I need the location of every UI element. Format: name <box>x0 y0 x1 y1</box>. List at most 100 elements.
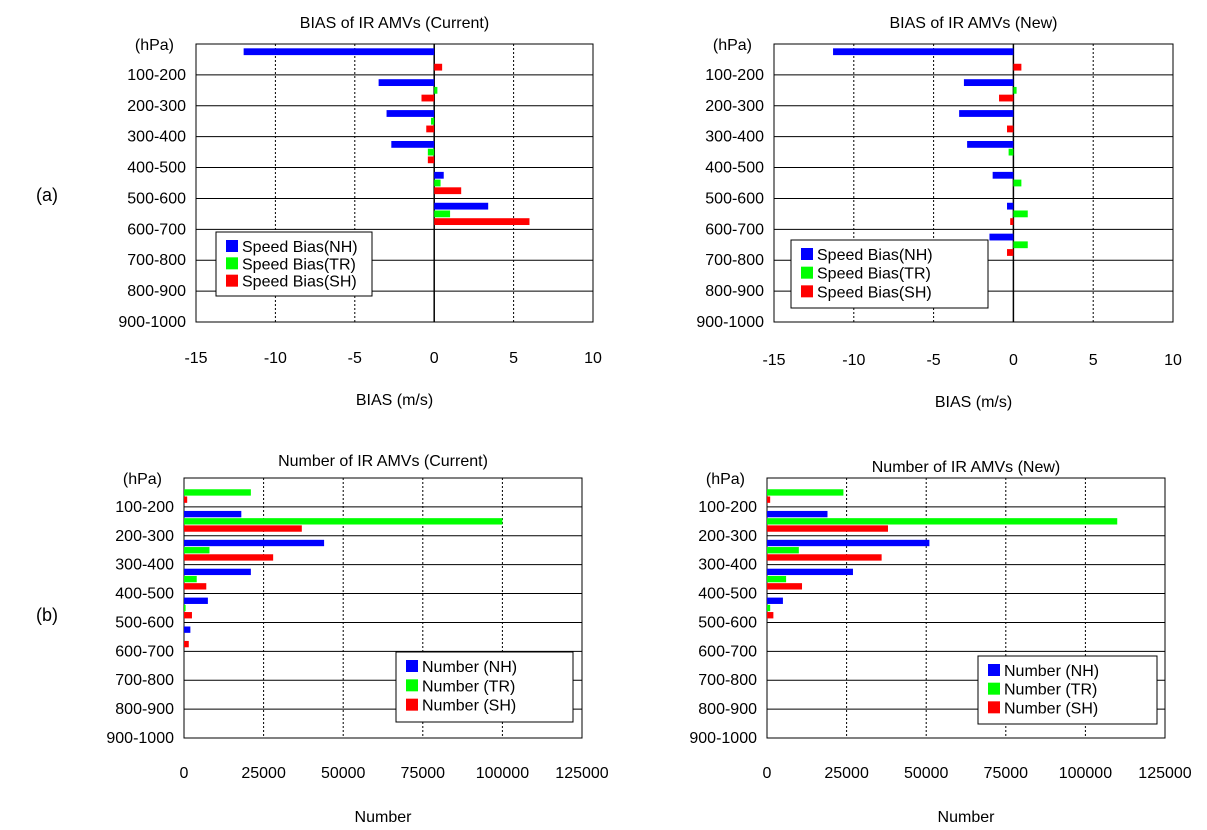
legend-swatch <box>226 240 238 252</box>
x-tick-label: 50000 <box>904 765 949 782</box>
bar-bias-new-s0-c3 <box>967 140 1014 148</box>
x-tick-label: 10 <box>584 350 602 367</box>
bar-bias-current-s2-c3 <box>427 156 435 164</box>
category-label: 400-500 <box>705 160 764 177</box>
legend-entry: Speed Bias(TR) <box>817 266 931 283</box>
bar-bias-new-s1-c1 <box>1013 86 1017 94</box>
bar-bias-current-s0-c2 <box>386 110 435 117</box>
bar-bias-new-s0-c0 <box>833 48 1014 56</box>
x-tick-label: 0 <box>430 350 439 367</box>
x-tick-label: 75000 <box>401 765 446 782</box>
legend-swatch <box>988 682 1000 695</box>
x-tick-label: 75000 <box>984 765 1029 782</box>
category-label: 700-800 <box>127 252 186 269</box>
bar-number-new-s0-c1 <box>767 510 828 518</box>
panel-label-b: (b) <box>36 605 58 625</box>
bar-number-new-s0-c4 <box>767 597 783 604</box>
category-label: 200-300 <box>698 528 757 545</box>
y-axis-label: (hPa) <box>713 37 752 54</box>
category-label: 700-800 <box>115 672 174 689</box>
bar-number-current-s1-c3 <box>184 575 197 583</box>
category-label: 300-400 <box>705 129 764 146</box>
bar-bias-current-s2-c4 <box>434 187 462 195</box>
x-tick-label: 125000 <box>1138 765 1191 782</box>
chart-title: Number of IR AMVs (Current) <box>278 453 488 470</box>
bar-number-new-s2-c4 <box>767 612 774 619</box>
category-label: 100-200 <box>115 499 174 516</box>
x-tick-label: 100000 <box>476 765 529 782</box>
category-label: 500-600 <box>698 614 757 631</box>
category-label: 100-200 <box>127 67 186 84</box>
x-tick-label: 0 <box>763 765 772 782</box>
legend-swatch <box>226 257 238 270</box>
category-label: 600-700 <box>127 221 186 238</box>
x-tick-label: -15 <box>184 350 207 367</box>
bar-bias-current-s0-c3 <box>391 140 435 148</box>
legend-swatch <box>406 679 418 692</box>
legend-swatch <box>801 248 813 260</box>
bar-bias-current-s1-c5 <box>434 210 451 218</box>
bar-number-current-s2-c4 <box>184 612 192 619</box>
x-axis-label: BIAS (m/s) <box>356 392 433 409</box>
bar-number-current-s1-c4 <box>184 604 186 612</box>
bar-bias-current-s0-c1 <box>378 79 435 87</box>
legend-box <box>215 231 373 297</box>
category-label: 800-900 <box>115 701 174 718</box>
bar-number-current-s2-c2 <box>184 554 274 561</box>
chart-title: BIAS of IR AMVs (New) <box>889 15 1057 32</box>
legend-box <box>790 239 989 309</box>
x-axis-label: BIAS (m/s) <box>935 394 1012 411</box>
legend-swatch <box>801 285 813 298</box>
bar-number-new-s2-c0 <box>767 496 771 503</box>
plot-frame <box>195 43 594 323</box>
legend-entry: Speed Bias(TR) <box>242 256 356 273</box>
bar-bias-current-s0-c4 <box>434 171 444 179</box>
legend-swatch <box>988 664 1000 676</box>
bar-number-current-s0-c3 <box>184 568 251 576</box>
category-label: 500-600 <box>127 190 186 207</box>
chart-number-current: 100-200 200-300 300-400 400-500 500-600 600-7… <box>106 453 608 826</box>
x-tick-label: 10 <box>1164 352 1182 369</box>
bar-number-new-s1-c4 <box>767 604 771 612</box>
bar-bias-new-s2-c6 <box>1007 249 1014 256</box>
bar-bias-new-s1-c4 <box>1013 179 1022 187</box>
x-tick-label: -5 <box>926 352 940 369</box>
category-label: 800-900 <box>698 701 757 718</box>
category-label: 800-900 <box>705 283 764 300</box>
legend-entry: Number (SH) <box>1004 700 1098 717</box>
bar-bias-new-s2-c5 <box>1010 218 1014 226</box>
legend-entry: Number (NH) <box>422 659 517 676</box>
bar-bias-current-s1-c2 <box>431 117 435 125</box>
bar-bias-new-s0-c4 <box>992 171 1014 179</box>
category-label: 600-700 <box>705 221 764 238</box>
x-tick-label: 125000 <box>555 765 608 782</box>
x-tick-label: 0 <box>1009 352 1018 369</box>
bar-bias-new-s2-c0 <box>1013 63 1022 71</box>
legend-swatch <box>406 698 418 711</box>
legend-box <box>977 655 1158 725</box>
bar-bias-new-s0-c2 <box>959 110 1014 117</box>
bar-number-current-s0-c2 <box>184 539 325 547</box>
bar-bias-current-s1-c3 <box>427 148 435 156</box>
x-axis-label: Number <box>938 809 996 825</box>
category-label: 500-600 <box>115 614 174 631</box>
chart-bias-new: 100-200 200-300 300-400 400-500 500-600 600-7… <box>696 15 1182 411</box>
x-tick-label: 25000 <box>824 765 869 782</box>
bar-number-current-s2-c0 <box>184 496 188 503</box>
category-label: 300-400 <box>698 557 757 574</box>
category-label: 400-500 <box>115 586 174 603</box>
x-tick-label: 100000 <box>1059 765 1112 782</box>
category-label: 200-300 <box>115 528 174 545</box>
x-tick-label: 50000 <box>321 765 366 782</box>
bar-number-current-s2-c1 <box>184 525 302 532</box>
category-label: 300-400 <box>127 129 186 146</box>
bar-number-current-s1-c2 <box>184 547 210 554</box>
legend-entry: Number (NH) <box>1004 663 1099 680</box>
legend-swatch <box>406 660 418 672</box>
bar-number-new-s0-c2 <box>767 539 930 547</box>
bar-number-current-s0-c1 <box>184 510 242 518</box>
bar-bias-current-s2-c5 <box>434 218 530 226</box>
category-label: 300-400 <box>115 557 174 574</box>
category-label: 400-500 <box>127 160 186 177</box>
